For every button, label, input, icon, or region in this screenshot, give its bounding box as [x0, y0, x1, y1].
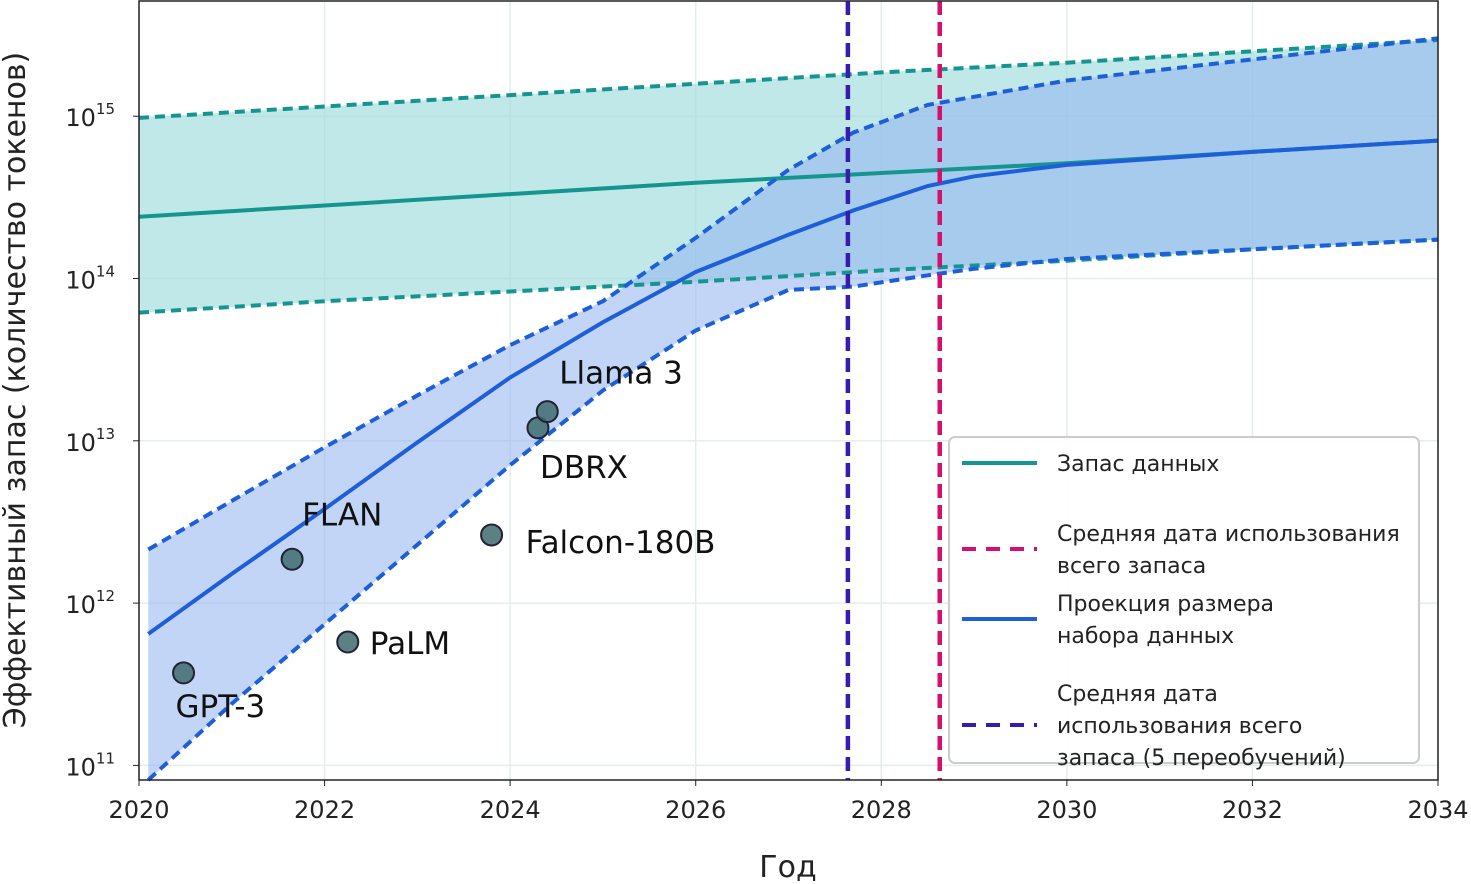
x-tick-label: 2034 [1407, 796, 1468, 824]
x-tick-label: 2022 [294, 796, 355, 824]
legend: Запас данных Средняя дата использования вс… [948, 436, 1420, 771]
x-tick-label: 2026 [665, 796, 726, 824]
legend-box [948, 436, 1420, 764]
y-axis-label: Эффективный запас (количество токенов) [0, 52, 33, 729]
x-axis-label: Год [759, 850, 816, 884]
legend-label: Средняя дата [1057, 682, 1218, 707]
model-label: GPT-3 [176, 689, 266, 725]
x-tick-label: 2032 [1222, 796, 1283, 824]
model-point [336, 630, 360, 654]
projection-median-line [147, 138, 1439, 636]
x-tick-label: 2028 [851, 796, 912, 824]
model-label: FLAN [302, 497, 382, 533]
y-tick-label: 1013 [65, 425, 115, 457]
model-label: PaLM [370, 626, 450, 662]
model-point [480, 523, 504, 547]
stock-upper-line [138, 38, 1439, 120]
legend-label: набора данных [1057, 624, 1234, 649]
legend-label: запаса (5 переобучений) [1057, 746, 1346, 771]
y-tick-label: 1015 [65, 100, 115, 132]
plot-frame [138, 0, 1439, 781]
model-label: Falcon-180B [526, 525, 716, 561]
x-tick-label: 2024 [480, 796, 541, 824]
points: GPT-3 FLAN PaLM Falcon-180B DBRX Llama 3 [172, 356, 716, 725]
x-tick-label: 2030 [1036, 796, 1097, 824]
legend-label: Средняя дата использования [1057, 522, 1400, 547]
projection-lower-line [146, 237, 1439, 782]
ticks: 2020 2022 2024 2026 2028 2030 2032 2034 1011 1012… [65, 100, 1468, 824]
model-label: Llama 3 [559, 356, 683, 392]
stock-lower-line [138, 237, 1439, 315]
model-point [172, 661, 196, 685]
y-tick-label: 1014 [65, 263, 115, 295]
y-tick-label: 1012 [65, 587, 115, 619]
model-label: DBRX [540, 450, 628, 486]
x-tick-label: 2020 [108, 796, 169, 824]
projection-band [148, 38, 1438, 781]
model-point [535, 400, 559, 424]
legend-label: всего запаса [1057, 554, 1206, 579]
model-point [280, 547, 304, 571]
legend-label: Проекция размера [1057, 592, 1274, 617]
y-tick-label: 1011 [65, 749, 115, 781]
projection-upper-line [147, 36, 1439, 552]
lines [138, 1, 1439, 782]
legend-label: использования всего [1057, 714, 1302, 739]
legend-label: Запас данных [1057, 452, 1219, 477]
